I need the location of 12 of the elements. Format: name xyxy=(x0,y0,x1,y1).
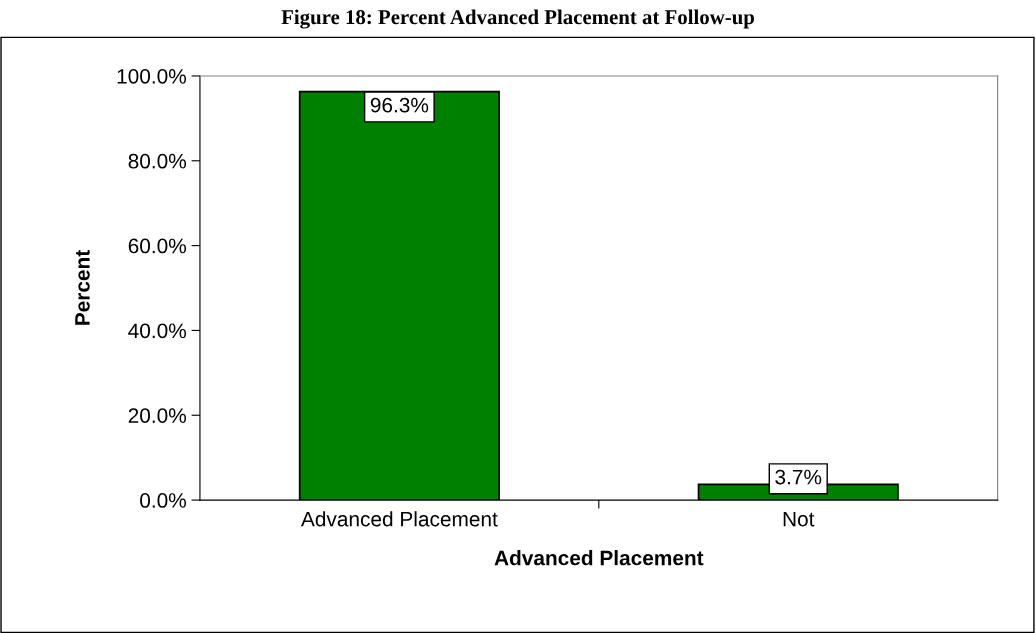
chart-title: Figure 18: Percent Advanced Placement at Follow-up xyxy=(281,9,755,29)
y-tick-label: 60.0% xyxy=(128,238,187,254)
y-tick-label: 100.0% xyxy=(117,68,187,84)
y-axis-title: Percent xyxy=(75,250,90,325)
y-tick-label: 0.0% xyxy=(140,493,187,508)
y-tick-label: 40.0% xyxy=(128,323,187,339)
y-tick-label: 80.0% xyxy=(128,153,187,169)
data-label: 96.3% xyxy=(370,97,429,113)
x-axis-title: Advanced Placement xyxy=(494,550,704,566)
x-tick-label: Not xyxy=(783,511,815,527)
data-label: 3.7% xyxy=(775,469,822,485)
y-tick-label: 20.0% xyxy=(128,408,187,423)
